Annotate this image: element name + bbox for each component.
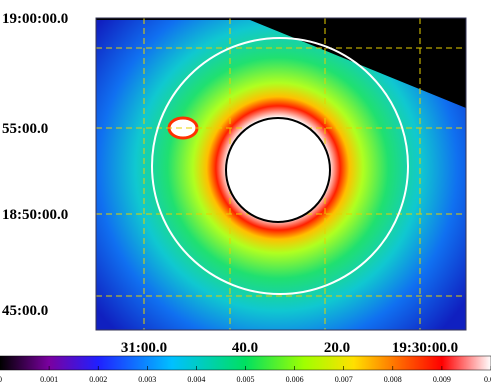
x-axis-label: 31:00.0	[121, 340, 167, 356]
colorbar-tick-label: 0.008	[384, 375, 402, 384]
colorbar-tick-label: 0.005	[237, 375, 255, 384]
y-axis-label: 55:00.0	[2, 121, 48, 137]
colorbar-tick-label: 0.002	[89, 375, 107, 384]
colorbar-tick-label: 0.001	[40, 375, 58, 384]
y-axis-label: 18:50:00.0	[2, 207, 68, 223]
x-axis-label: 20.0	[324, 340, 350, 356]
colorbar-tick-label: 0.006	[286, 375, 304, 384]
colorbar-tick-label: 0.004	[187, 375, 205, 384]
sky-image	[96, 18, 466, 330]
colorbar-tick-label: 0.009	[433, 375, 451, 384]
colorbar-tick-label: 0.007	[335, 375, 353, 384]
x-axis-label: 40.0	[232, 340, 258, 356]
colorbar-tick-label: 0.01	[484, 375, 491, 384]
y-axis-label: 19:00:00.0	[2, 11, 68, 27]
colorbar-tick-label: 0	[0, 375, 2, 384]
y-axis-label: 45:00.0	[2, 303, 48, 319]
x-axis-label: 19:30:00.0	[392, 340, 458, 356]
colorbar-tick-label: 0.003	[138, 375, 156, 384]
